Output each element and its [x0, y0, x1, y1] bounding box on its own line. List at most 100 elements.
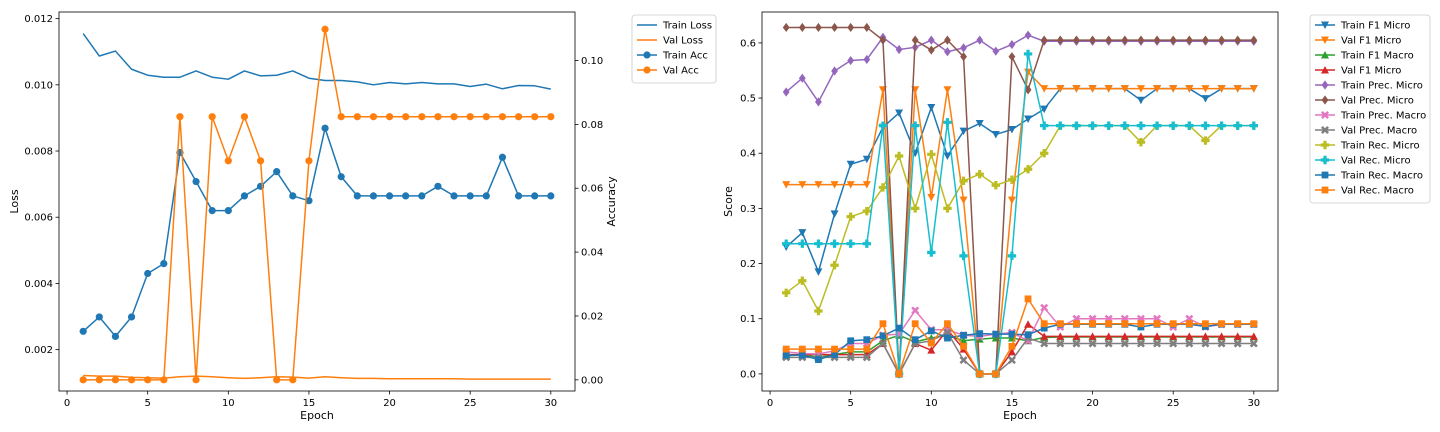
point-val-rec-macro-11 [944, 320, 951, 328]
point-val-rec-micro-25 [1168, 121, 1178, 130]
x-tick-label: 20 [383, 398, 396, 409]
point-val-f1-micro-5 [846, 181, 855, 189]
point-val-acc-4 [127, 376, 136, 384]
point-val-f1-micro-30 [1249, 85, 1258, 93]
point-train-f1-micro-11 [943, 152, 952, 160]
point-val-rec-macro-7 [879, 320, 887, 328]
point-train-rec-micro-7 [878, 183, 888, 192]
point-val-acc-27 [498, 113, 507, 121]
point-train-acc-20 [385, 192, 394, 200]
point-val-prec-macro-23 [1136, 339, 1145, 348]
point-val-f1-micro-23 [1136, 332, 1145, 340]
point-val-rec-macro-12 [960, 342, 967, 350]
point-val-rec-macro-17 [1040, 320, 1048, 328]
point-train-rec-macro-5 [847, 337, 855, 345]
point-val-prec-micro-1 [782, 22, 790, 33]
point-val-rec-macro-2 [798, 345, 806, 353]
y-tick-label: 0.3 [740, 204, 756, 215]
point-train-rec-micro-3 [814, 306, 823, 316]
point-val-prec-macro-15 [1007, 356, 1016, 365]
point-val-rec-micro-27 [1201, 121, 1210, 130]
loss-accuracy-x-axis-label: Epoch [300, 409, 334, 422]
point-val-f1-micro-10 [927, 193, 936, 202]
point-val-acc-7 [176, 113, 184, 121]
point-val-prec-micro-10 [927, 45, 935, 55]
point-val-f1-micro-18 [1056, 332, 1065, 340]
legend-item-val-acc: Val Acc [637, 66, 699, 77]
point-train-f1-micro-17 [1040, 105, 1049, 114]
point-val-prec-macro-19 [1072, 339, 1081, 348]
accuracy-y2-axis-label: Accuracy [605, 176, 618, 227]
point-val-f1-micro-6 [862, 181, 871, 189]
point-train-f1-micro-6 [862, 155, 871, 164]
x-tick-label: 20 [1086, 398, 1099, 409]
point-train-f1-micro-5 [846, 160, 855, 169]
point-val-prec-micro-3 [815, 22, 822, 33]
y2-tick-label: 0.02 [581, 311, 603, 322]
point-val-prec-micro-9 [911, 35, 919, 45]
legend-marker [1321, 186, 1329, 194]
point-train-rec-macro-17 [1040, 324, 1048, 332]
point-train-acc-4 [127, 313, 136, 321]
point-val-rec-micro-17 [1039, 121, 1049, 130]
point-val-rec-macro-16 [1024, 295, 1032, 303]
series-train-acc-2 [79, 124, 555, 341]
point-val-prec-micro-28 [1218, 35, 1225, 45]
legend-box [1309, 14, 1431, 204]
legend-item-train-prec-macro: Train Prec. Macro [1315, 111, 1426, 122]
point-train-rec-macro-10 [927, 327, 935, 335]
point-val-prec-micro-17 [1040, 35, 1048, 45]
point-train-f1-micro-16 [1024, 115, 1033, 124]
point-val-acc-17 [337, 113, 345, 121]
point-train-acc-9 [208, 206, 216, 215]
point-val-acc-9 [208, 113, 216, 121]
point-train-prec-micro-12 [960, 43, 967, 53]
point-val-prec-macro-18 [1056, 339, 1065, 348]
point-train-acc-14 [289, 192, 297, 200]
point-val-f1-micro-27 [1201, 85, 1210, 93]
legend-label: Val Prec. Micro [1341, 96, 1414, 107]
line-val-loss [83, 374, 551, 380]
point-val-f1-micro-17 [1040, 332, 1049, 340]
legend-item-val-prec-micro: Val Prec. Micro [1315, 95, 1414, 107]
point-val-f1-micro-11 [943, 86, 952, 94]
x-tick-label: 30 [1247, 398, 1260, 409]
legend-item-train-acc: Train Acc [637, 51, 708, 62]
point-val-f1-micro-15 [1007, 347, 1016, 356]
point-val-rec-micro-18 [1056, 121, 1065, 130]
y-tick-label: 0.002 [24, 345, 53, 356]
point-val-acc-5 [144, 376, 152, 384]
point-val-f1-micro-10 [927, 346, 936, 354]
point-train-rec-micro-12 [959, 176, 968, 186]
point-train-rec-macro-7 [879, 332, 887, 340]
point-val-rec-macro-3 [815, 345, 822, 353]
point-val-prec-micro-7 [879, 35, 887, 45]
point-train-prec-micro-16 [1024, 30, 1032, 40]
point-val-f1-micro-21 [1104, 85, 1113, 93]
y-tick-label: 0.012 [24, 14, 53, 25]
point-train-rec-micro-8 [894, 151, 904, 161]
point-train-acc-15 [305, 197, 313, 205]
point-train-acc-17 [337, 173, 345, 181]
point-val-rec-macro-25 [1169, 320, 1177, 328]
point-train-rec-macro-11 [944, 334, 951, 342]
point-train-acc-10 [224, 206, 232, 215]
point-val-rec-micro-30 [1249, 121, 1259, 130]
point-train-rec-macro-2 [798, 351, 806, 359]
series-train-prec-micro-4 [782, 30, 1258, 107]
legend-marker [1321, 111, 1329, 119]
point-val-f1-micro-20 [1088, 332, 1097, 340]
legend-marker [1320, 140, 1330, 150]
point-val-f1-micro-19 [1072, 85, 1081, 93]
line-val-acc [83, 28, 551, 381]
point-val-rec-micro-24 [1152, 121, 1162, 130]
point-val-rec-macro-1 [782, 345, 790, 353]
point-val-rec-macro-6 [863, 345, 871, 353]
point-train-prec-micro-6 [863, 54, 871, 65]
point-val-rec-macro-23 [1137, 320, 1145, 328]
point-val-f1-micro-26 [1185, 332, 1194, 340]
point-val-rec-micro-12 [959, 251, 968, 261]
legend-marker [1321, 36, 1329, 44]
point-val-rec-micro-19 [1072, 121, 1081, 130]
x-tick-label: 0 [64, 398, 70, 409]
